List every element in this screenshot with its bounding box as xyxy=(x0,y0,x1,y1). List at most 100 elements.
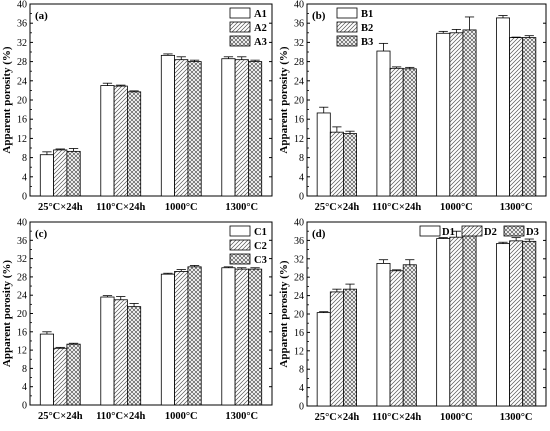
y-tick-label: 12 xyxy=(17,134,27,145)
bar-c2 xyxy=(113,299,128,406)
y-tick-label: 36 xyxy=(17,236,27,247)
bar-b2 xyxy=(329,131,344,197)
bar-a1 xyxy=(160,54,175,197)
y-axis-title: Apparent porosity (%) xyxy=(1,260,13,367)
legend-swatch-c3 xyxy=(229,253,251,265)
bar-d1 xyxy=(316,312,331,407)
x-tick-label: 1000°C xyxy=(440,202,473,213)
y-tick-label: 4 xyxy=(299,172,304,183)
y-tick-label: 20 xyxy=(17,309,27,320)
chart-panel-4: 0 4 8 12 16 20 24 28 32 36 40 Apparent porosity (%)… xyxy=(278,218,547,423)
x-tick-label: 110°C×24h xyxy=(372,412,421,423)
legend-swatch-b1 xyxy=(336,7,358,19)
y-tick-label: 20 xyxy=(17,96,27,107)
x-tick-label: 110°C×24h xyxy=(96,411,145,422)
chart-panel-2: 0 4 8 12 16 20 24 28 32 36 40 Apparent porosity (%)… xyxy=(278,0,547,213)
legend-label-d1: D1 xyxy=(442,227,455,238)
legend-label-b1: B1 xyxy=(361,9,373,20)
legend-swatch-d1 xyxy=(419,225,441,237)
legend-swatch-d3 xyxy=(503,225,525,237)
panel-label: (a) xyxy=(35,10,48,22)
y-tick-label: 8 xyxy=(299,365,304,376)
y-tick-label: 12 xyxy=(17,346,27,357)
chart-panel-3: 0 4 8 12 16 20 24 28 32 36 40 Apparent porosity (%)… xyxy=(1,218,273,422)
bar-c1 xyxy=(100,296,115,406)
bar-a1 xyxy=(100,85,115,197)
bar-a3 xyxy=(187,61,202,197)
legend-label-a1: A1 xyxy=(254,9,267,20)
bar-c2 xyxy=(174,271,189,406)
bar-d2 xyxy=(389,270,404,407)
x-tick-label: 25°C×24h xyxy=(315,412,360,423)
y-axis-title: Apparent porosity (%) xyxy=(278,260,290,367)
y-tick-label: 28 xyxy=(17,57,27,68)
y-tick-label: 36 xyxy=(294,236,304,247)
y-tick-label: 36 xyxy=(17,19,27,30)
x-tick-label: 1300°C xyxy=(500,202,533,213)
bar-c3 xyxy=(127,306,142,406)
bar-c1 xyxy=(39,333,54,406)
y-tick-label: 8 xyxy=(299,153,304,164)
legend-swatch-c1 xyxy=(229,225,251,237)
y-tick-label: 40 xyxy=(17,0,27,11)
y-tick-label: 0 xyxy=(299,192,304,203)
bar-c2 xyxy=(234,268,249,406)
bar-b2 xyxy=(509,37,524,197)
bar-a1 xyxy=(221,58,236,197)
y-tick-label: 40 xyxy=(17,218,27,229)
bar-c3 xyxy=(66,343,81,406)
y-tick-label: 36 xyxy=(294,19,304,30)
bar-d1 xyxy=(436,238,451,407)
bar-b3 xyxy=(343,133,357,197)
bar-b1 xyxy=(496,17,510,197)
y-tick-label: 12 xyxy=(294,346,304,357)
x-tick-label: 25°C×24h xyxy=(38,411,83,422)
x-tick-label: 1000°C xyxy=(165,202,198,213)
bar-c3 xyxy=(187,266,202,406)
legend-swatch-c2 xyxy=(229,239,251,251)
y-tick-label: 28 xyxy=(294,273,304,284)
legend-swatch-a1 xyxy=(229,7,251,19)
legend-label-a2: A2 xyxy=(254,23,267,34)
x-tick-label: 1000°C xyxy=(165,411,198,422)
legend-swatch-b2 xyxy=(336,21,358,33)
legend-label-d2: D2 xyxy=(484,227,497,238)
y-tick-label: 16 xyxy=(294,115,304,126)
bar-d1 xyxy=(376,262,391,407)
bar-d3 xyxy=(522,240,537,407)
y-tick-label: 24 xyxy=(17,76,27,87)
bar-c1 xyxy=(221,267,236,406)
bar-c2 xyxy=(53,347,68,406)
bar-c3 xyxy=(248,268,263,406)
x-tick-label: 110°C×24h xyxy=(372,202,421,213)
y-tick-label: 12 xyxy=(294,134,304,145)
y-tick-label: 28 xyxy=(294,57,304,68)
legend-swatch-a3 xyxy=(229,35,251,47)
y-tick-label: 8 xyxy=(22,153,27,164)
bar-b3 xyxy=(522,37,537,197)
y-tick-label: 32 xyxy=(17,38,27,49)
bar-a2 xyxy=(53,149,68,197)
y-tick-label: 8 xyxy=(22,364,27,375)
bar-b3 xyxy=(402,68,417,197)
bar-d2 xyxy=(509,240,524,407)
bar-c1 xyxy=(160,273,175,406)
y-tick-label: 0 xyxy=(299,402,304,413)
y-tick-label: 4 xyxy=(22,172,27,183)
legend-label-d3: D3 xyxy=(526,227,539,238)
legend-label-c2: C2 xyxy=(254,241,267,252)
bar-a1 xyxy=(39,154,54,197)
legend-swatch-a2 xyxy=(229,21,251,33)
legend-label-b3: B3 xyxy=(361,37,373,48)
y-tick-label: 24 xyxy=(294,291,304,302)
x-tick-label: 1000°C xyxy=(440,412,473,423)
bar-b2 xyxy=(389,67,404,197)
panel-label: (d) xyxy=(312,228,326,240)
legend-swatch-b3 xyxy=(336,35,358,47)
y-tick-label: 24 xyxy=(17,291,27,302)
bar-a3 xyxy=(66,150,81,197)
bar-b2 xyxy=(449,32,464,197)
legend-label-a3: A3 xyxy=(254,37,267,48)
x-tick-label: 1300°C xyxy=(225,202,258,213)
bar-d3 xyxy=(462,234,477,407)
